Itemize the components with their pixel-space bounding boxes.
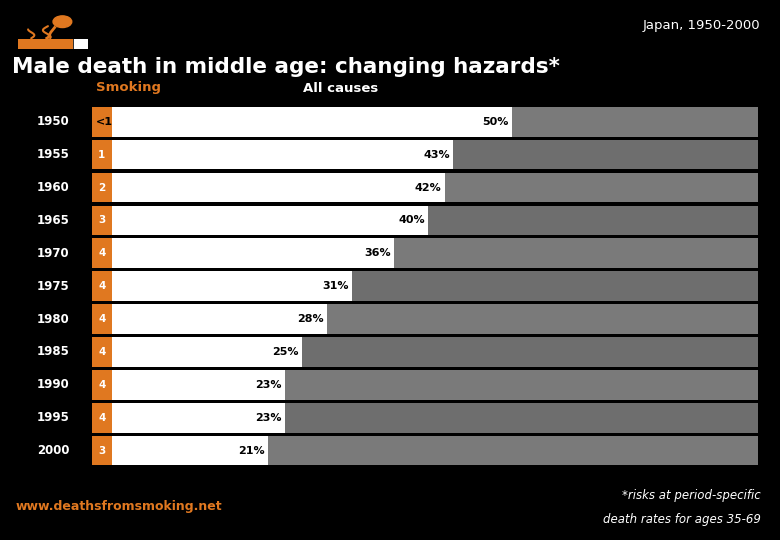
Text: 1995: 1995 (37, 411, 69, 424)
Text: Smoking: Smoking (96, 82, 161, 94)
Text: 1965: 1965 (37, 214, 69, 227)
Text: 23%: 23% (256, 380, 282, 390)
Text: 3: 3 (98, 215, 105, 225)
Text: <1: <1 (96, 117, 113, 127)
Text: 2000: 2000 (37, 444, 69, 457)
Text: 4: 4 (98, 413, 105, 423)
Text: 1975: 1975 (37, 280, 69, 293)
Circle shape (53, 16, 72, 28)
Text: 43%: 43% (424, 150, 450, 160)
Text: 1: 1 (98, 150, 105, 160)
Text: 1990: 1990 (37, 379, 69, 392)
Text: 4: 4 (98, 281, 105, 291)
Bar (18, 39, 74, 49)
Text: 42%: 42% (415, 183, 441, 193)
Text: 1955: 1955 (37, 148, 69, 161)
Text: 50%: 50% (482, 117, 509, 127)
Text: death rates for ages 35-69: death rates for ages 35-69 (603, 514, 760, 526)
Text: 23%: 23% (256, 413, 282, 423)
Text: 40%: 40% (398, 215, 424, 225)
Text: 4: 4 (98, 347, 105, 357)
Bar (74, 39, 88, 49)
Text: 1980: 1980 (37, 313, 69, 326)
Text: 21%: 21% (239, 446, 265, 456)
Text: 31%: 31% (323, 281, 349, 291)
Text: Male death in middle age: changing hazards*: Male death in middle age: changing hazar… (12, 57, 559, 77)
Text: 4: 4 (98, 248, 105, 258)
Text: *risks at period-specific: *risks at period-specific (622, 489, 760, 502)
Text: 1960: 1960 (37, 181, 69, 194)
Text: 1970: 1970 (37, 247, 69, 260)
Text: 1950: 1950 (37, 115, 69, 128)
Text: 1985: 1985 (37, 346, 69, 359)
Text: 4: 4 (98, 314, 105, 324)
Text: 25%: 25% (272, 347, 299, 357)
Text: 36%: 36% (364, 248, 391, 258)
Text: Japan, 1950-2000: Japan, 1950-2000 (643, 19, 760, 32)
Bar (73, 39, 75, 49)
Text: All causes: All causes (303, 82, 378, 94)
Text: www.deathsfromsmoking.net: www.deathsfromsmoking.net (16, 500, 222, 513)
Text: 2: 2 (98, 183, 105, 193)
Text: 28%: 28% (297, 314, 324, 324)
Text: 3: 3 (98, 446, 105, 456)
Text: 4: 4 (98, 380, 105, 390)
